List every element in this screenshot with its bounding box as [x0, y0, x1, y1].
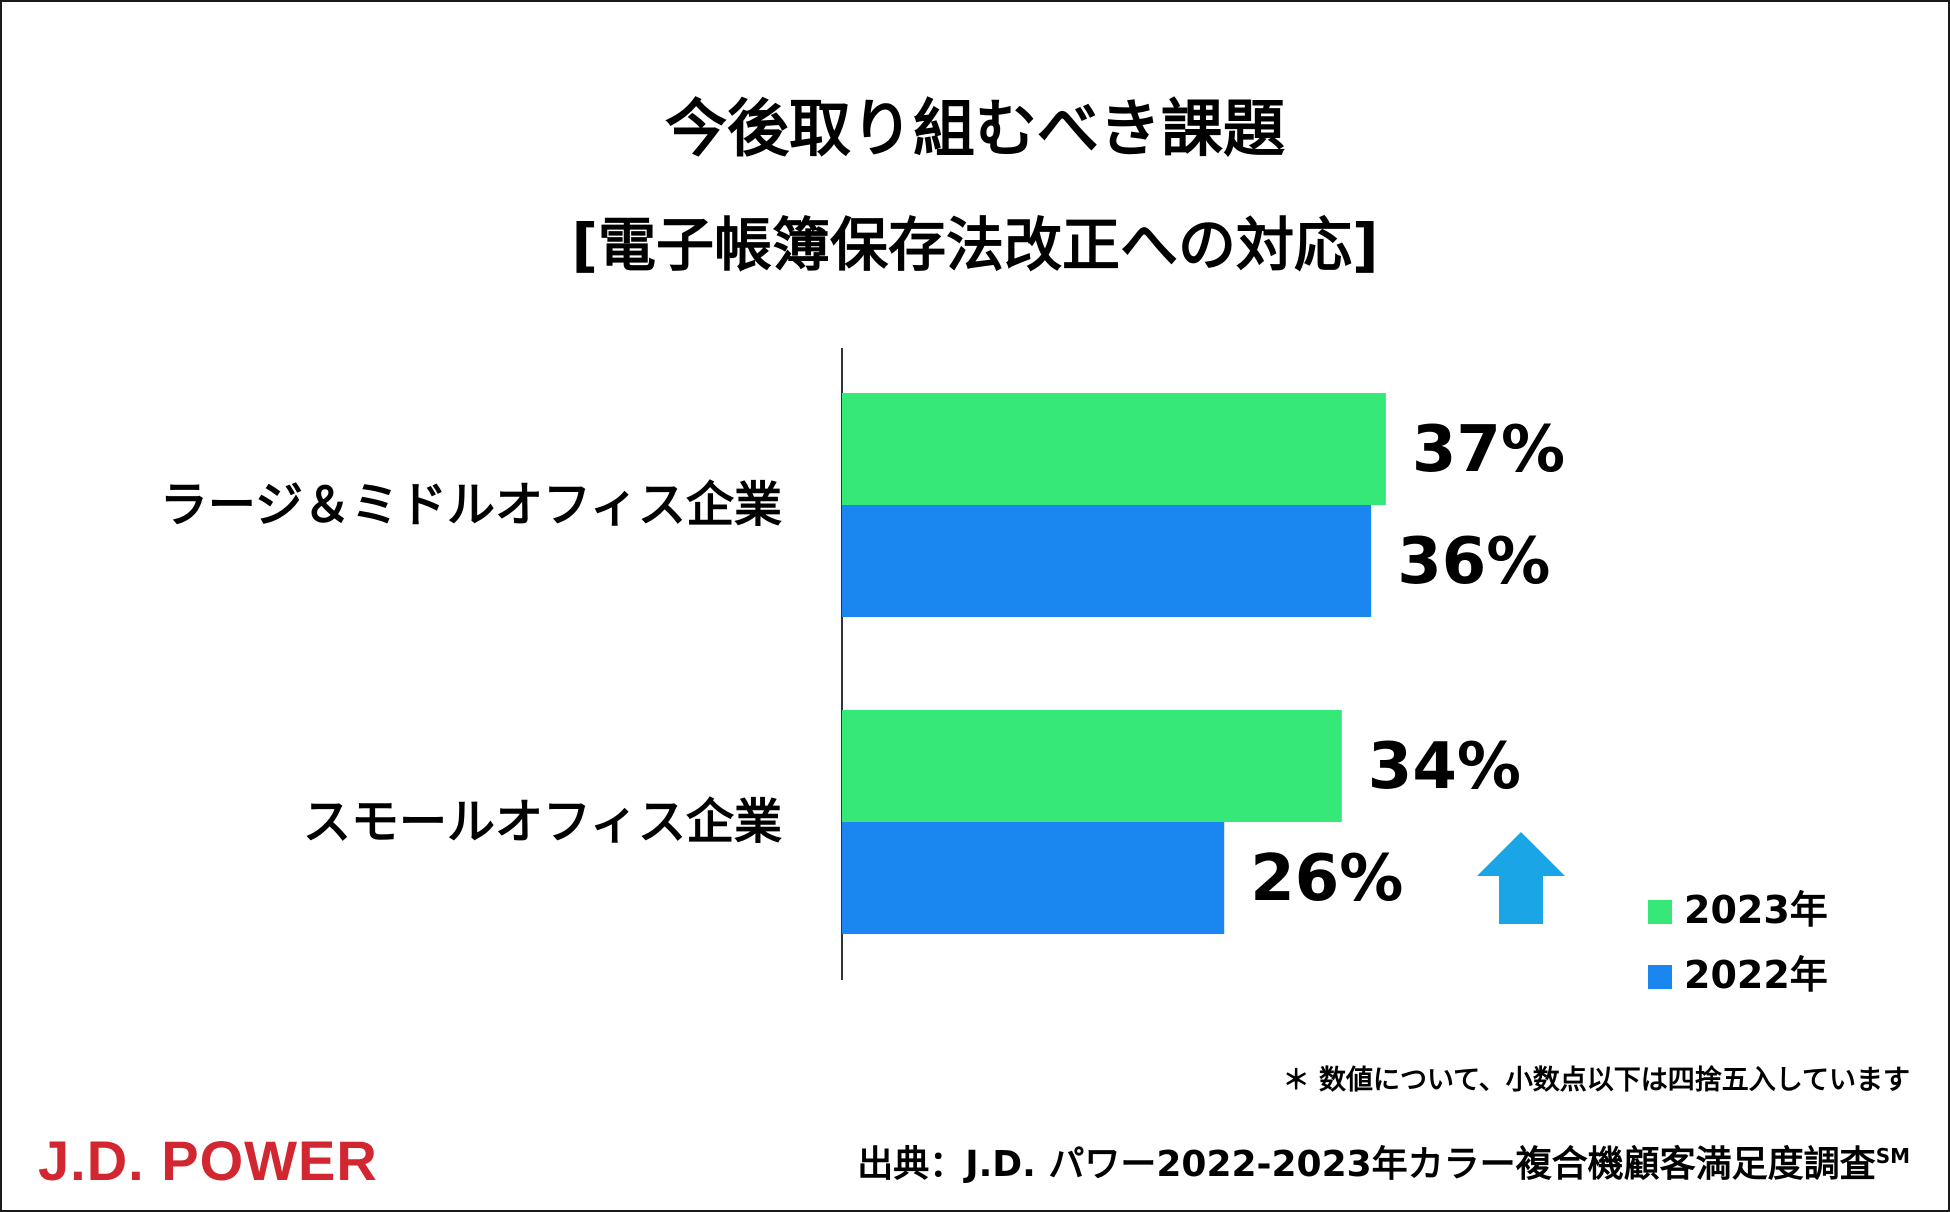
up-arrow-icon — [1477, 832, 1565, 924]
category-label-0: ラージ＆ミドルオフィス企業 — [160, 477, 782, 533]
legend-swatch-1 — [1648, 965, 1672, 989]
data-label-0-1: 34% — [1368, 730, 1521, 804]
category-label-1: スモールオフィス企業 — [303, 794, 782, 850]
legend-swatch-0 — [1648, 900, 1672, 924]
chart-subtitle: [電子帳簿保存法改正への対応] — [571, 211, 1379, 279]
bar-0-0 — [842, 393, 1386, 505]
data-label-1-0: 36% — [1397, 525, 1550, 599]
bar-0-1 — [842, 710, 1342, 822]
source-credit: 出典：J.D. パワー2022-2023年カラー複合機顧客満足度調査SM — [857, 1135, 1910, 1187]
data-label-1-1: 26% — [1250, 842, 1403, 916]
bar-1-1 — [842, 822, 1225, 934]
service-mark: SM — [1875, 1144, 1910, 1168]
legend-label-1: 2022年 — [1684, 953, 1828, 997]
chart-title: 今後取り組むべき課題 — [664, 92, 1285, 165]
jd-power-logo: J.D. POWER — [38, 1129, 378, 1192]
data-label-0-0: 37% — [1412, 413, 1565, 487]
bar-1-0 — [842, 505, 1372, 617]
footnote: ＊ 数値について、小数点以下は四捨五入しています — [1282, 1065, 1910, 1096]
legend-label-0: 2023年 — [1684, 888, 1828, 932]
source-text: 出典：J.D. パワー2022-2023年カラー複合機顧客満足度調査 — [857, 1144, 1876, 1185]
